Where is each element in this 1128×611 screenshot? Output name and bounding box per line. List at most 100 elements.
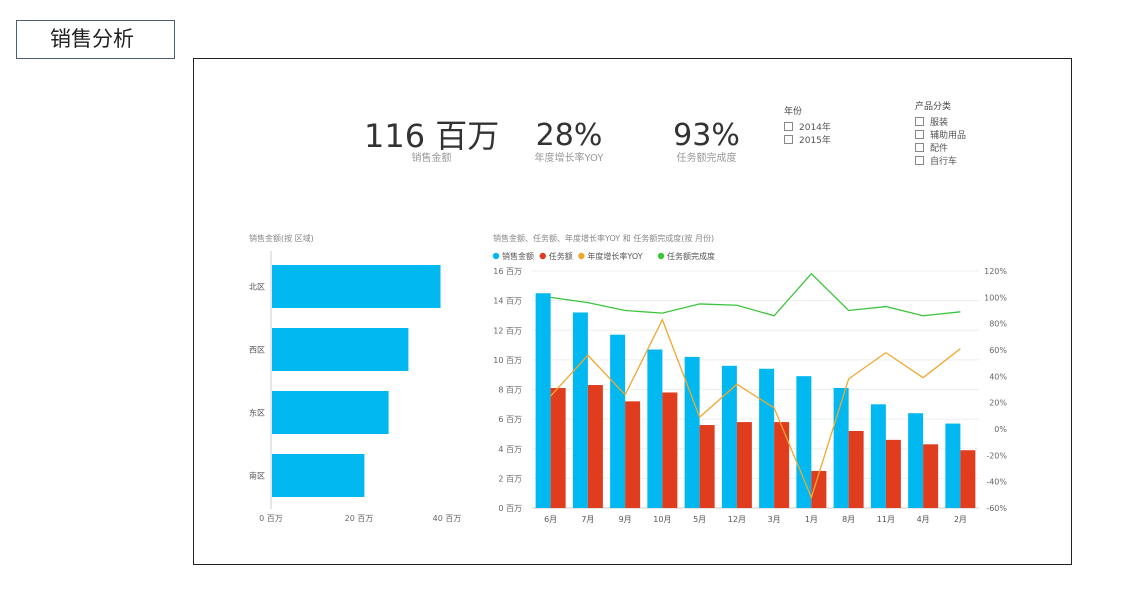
kpi-yoy-label: 年度增长率YOY xyxy=(534,153,604,164)
checkbox-icon[interactable] xyxy=(915,130,924,139)
region-category-label: 北区 xyxy=(249,283,265,292)
checkbox-icon[interactable] xyxy=(784,122,793,131)
region-category-label: 南区 xyxy=(249,471,265,481)
right-y-tick-label: -40% xyxy=(986,478,1007,487)
month-x-tick-label: 11月 xyxy=(877,515,895,524)
target-bar xyxy=(923,444,939,508)
kpi-sales-value: 116 百万 xyxy=(364,117,500,155)
category-option-label: 服装 xyxy=(930,118,949,128)
kpi-yoy-card: 28% 年度增长率YOY xyxy=(514,119,624,165)
target-bar xyxy=(774,422,790,508)
sales-bar xyxy=(721,365,737,508)
year-option-2015[interactable]: 2015年 xyxy=(784,133,831,146)
region-bar xyxy=(272,391,389,434)
kpi-yoy-value: 28% xyxy=(535,118,603,153)
target-bar xyxy=(587,385,603,508)
sales-bar xyxy=(684,356,700,508)
kpi-completion-label: 任务额完成度 xyxy=(676,153,737,164)
category-option-label: 辅助用品 xyxy=(930,131,967,141)
right-y-tick-label: -20% xyxy=(986,451,1007,460)
kpi-sales-card: 116 百万 销售金额 xyxy=(364,119,499,165)
month-x-tick-label: 9月 xyxy=(619,515,632,524)
target-bar xyxy=(885,439,901,508)
region-category-label: 西区 xyxy=(249,346,265,355)
target-bar xyxy=(662,392,678,508)
month-x-tick-label: 6月 xyxy=(544,515,557,524)
completion-line xyxy=(550,272,961,317)
sales-bar xyxy=(572,312,588,508)
sales-bar xyxy=(833,388,849,508)
left-y-tick-label: 14 百万 xyxy=(493,297,522,306)
target-bar xyxy=(848,430,864,508)
page-title: 销售分析 xyxy=(16,20,175,59)
month-x-tick-label: 12月 xyxy=(728,515,746,524)
month-chart-title: 销售金额、任务额、年度增长率YOY 和 任务额完成度(按 月份) xyxy=(493,233,714,243)
target-bar xyxy=(811,470,827,508)
checkbox-icon[interactable] xyxy=(915,117,924,126)
year-option-2014[interactable]: 2014年 xyxy=(784,120,831,133)
year-slicer: 年份 2014年 2015年 xyxy=(784,104,831,146)
month-x-tick-label: 2月 xyxy=(954,515,967,524)
month-x-tick-label: 4月 xyxy=(917,515,930,524)
left-y-tick-label: 4 百万 xyxy=(498,445,522,454)
category-option-clothing[interactable]: 服装 xyxy=(915,115,966,128)
right-y-tick-label: 100% xyxy=(984,293,1007,302)
monthly-combo-chart: 销售金额、任务额、年度增长率YOY 和 任务额完成度(按 月份) 销售金额 任务额 年… xyxy=(492,233,1007,524)
dashboard-panel: 116 百万 销售金额 28% 年度增长率YOY 93% 任务额完成度 年份 2… xyxy=(193,58,1072,565)
sales-bar xyxy=(759,368,775,508)
legend-label: 任务额完成度 xyxy=(667,251,715,261)
yoy-line xyxy=(550,318,961,500)
region-bar xyxy=(272,454,365,497)
left-y-tick-label: 12 百万 xyxy=(493,326,522,335)
target-bar xyxy=(736,422,752,508)
left-y-tick-label: 16 百万 xyxy=(493,267,522,276)
target-bar xyxy=(699,425,715,508)
sales-bar xyxy=(945,423,961,508)
kpi-completion-card: 93% 任务额完成度 xyxy=(654,119,759,165)
region-x-tick-label: 20 百万 xyxy=(345,514,374,523)
sales-bar xyxy=(647,349,663,508)
region-bar xyxy=(272,265,441,308)
right-y-tick-label: -60% xyxy=(986,504,1007,513)
month-x-tick-label: 1月 xyxy=(805,515,818,524)
legend-swatch-icon xyxy=(492,252,500,260)
checkbox-icon[interactable] xyxy=(784,135,793,144)
region-bar xyxy=(272,328,409,371)
sales-bar xyxy=(870,404,886,508)
right-y-tick-label: 120% xyxy=(984,267,1007,276)
year-option-label: 2015年 xyxy=(799,136,831,146)
region-category-label: 东区 xyxy=(249,408,265,418)
month-x-tick-label: 8月 xyxy=(842,515,855,524)
left-y-tick-label: 10 百万 xyxy=(493,356,522,365)
month-x-tick-label: 10月 xyxy=(653,515,671,524)
region-x-tick-label: 0 百万 xyxy=(259,514,283,523)
right-y-tick-label: 60% xyxy=(989,346,1007,355)
sales-bar xyxy=(796,376,812,508)
legend-label: 任务额 xyxy=(549,251,573,261)
right-y-tick-label: 40% xyxy=(989,372,1007,381)
category-option-label: 自行车 xyxy=(930,157,958,167)
legend-swatch-icon xyxy=(539,252,546,260)
sales-bar xyxy=(610,334,626,508)
category-option-parts[interactable]: 配件 xyxy=(915,141,966,154)
month-x-tick-label: 5月 xyxy=(693,515,706,524)
sales-bar xyxy=(535,293,551,508)
year-option-label: 2014年 xyxy=(799,123,831,133)
right-y-tick-label: 80% xyxy=(989,320,1007,329)
checkbox-icon[interactable] xyxy=(915,156,924,165)
right-y-tick-label: 0% xyxy=(994,425,1007,434)
category-slicer: 产品分类 服装 辅助用品 配件 自行车 xyxy=(915,99,966,167)
region-x-tick-label: 40 百万 xyxy=(433,514,462,523)
target-bar xyxy=(960,450,976,508)
kpi-completion-value: 93% xyxy=(673,118,740,153)
kpi-sales-label: 销售金额 xyxy=(411,153,452,164)
legend-swatch-icon xyxy=(657,252,665,260)
region-chart-title: 销售金额(按 区域) xyxy=(249,233,314,243)
category-option-accessories[interactable]: 辅助用品 xyxy=(915,128,966,141)
category-slicer-title: 产品分类 xyxy=(915,102,952,112)
left-y-tick-label: 0 百万 xyxy=(498,504,522,513)
category-option-bikes[interactable]: 自行车 xyxy=(915,154,966,167)
left-y-tick-label: 8 百万 xyxy=(498,386,522,395)
checkbox-icon[interactable] xyxy=(915,143,924,152)
